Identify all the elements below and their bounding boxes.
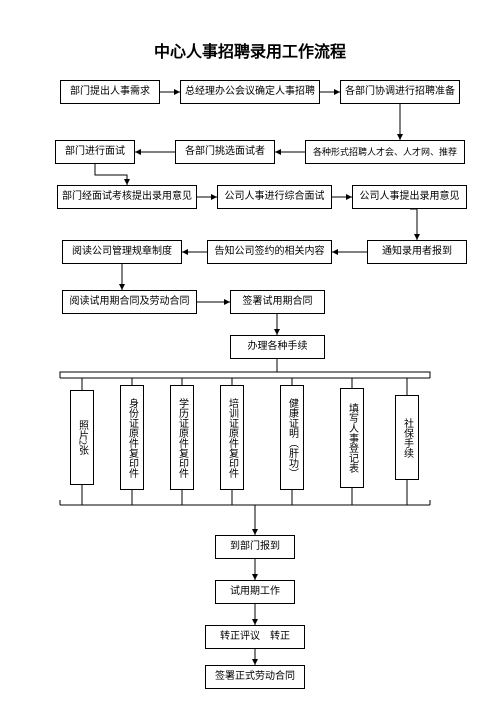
node-v3: 学历证原件复印件 <box>170 385 194 490</box>
node-n4: 部门进行面试 <box>55 140 135 164</box>
edge-n4-n7 <box>95 164 127 185</box>
node-n1: 部门提出人事需求 <box>60 80 160 104</box>
node-v4: 培训证原件复印件 <box>220 385 244 490</box>
node-n15: 办理各种手续 <box>230 335 325 359</box>
edge-fan-n16 <box>60 480 430 535</box>
node-n8: 公司人事进行综合面试 <box>217 185 332 209</box>
edge-n15-fan <box>60 359 430 395</box>
node-n18: 转正评议 转正 <box>205 625 305 649</box>
node-n14: 签署试用期合同 <box>230 290 325 314</box>
node-v7: 社保手续 <box>395 395 419 480</box>
node-n19: 签署正式劳动合同 <box>205 665 305 689</box>
node-n2: 总经理办公会议确定人事招聘 <box>180 80 320 104</box>
node-n12: 通知录用者报到 <box>367 240 467 264</box>
node-n6: 各种形式招聘人才会、人才网、推荐 <box>305 140 465 164</box>
node-v5: 健康证明（肝功） <box>280 385 304 490</box>
node-n11: 告知公司签约的相关内容 <box>207 240 332 264</box>
node-n5: 各部门挑选面试者 <box>175 140 275 164</box>
node-n7: 部门经面试考核提出录用意见 <box>57 185 197 209</box>
edge-n9-n12 <box>410 209 417 240</box>
node-n10: 阅读公司管理规章制度 <box>62 240 182 264</box>
node-n17: 试用期工作 <box>215 580 295 604</box>
node-n13: 阅读试用期合同及劳动合同 <box>62 290 197 314</box>
node-v6: 填写人事登记表 <box>340 388 364 488</box>
node-n16: 到部门报到 <box>215 535 295 559</box>
node-n3: 各部门协调进行招聘准备 <box>340 80 460 104</box>
node-v1: 照片2张 <box>70 390 94 485</box>
page-title: 中心人事招聘录用工作流程 <box>0 38 500 62</box>
node-v2: 身份证原件复印件 <box>120 385 144 490</box>
node-n9: 公司人事提出录用意见 <box>352 185 467 209</box>
